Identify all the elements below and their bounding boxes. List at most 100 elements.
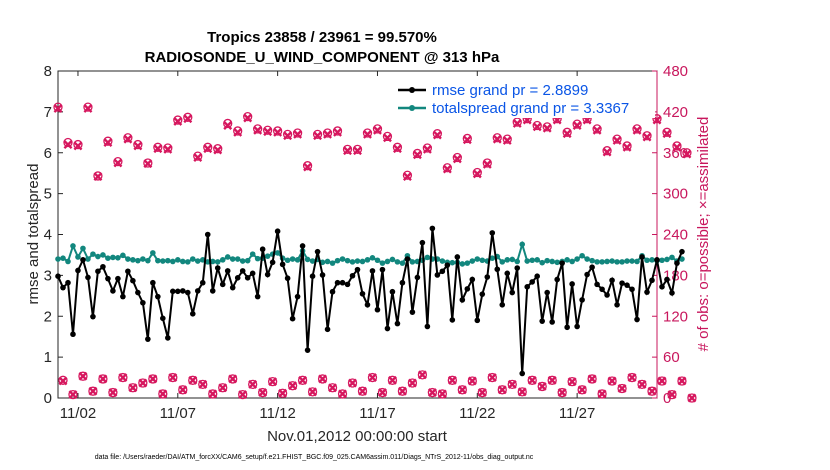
rmse-point (599, 286, 605, 293)
spread-point (449, 259, 456, 266)
spread-point (389, 256, 396, 263)
obs-assimilated-marker (387, 375, 397, 385)
obs-assimilated-marker (397, 386, 407, 396)
obs-possible-marker (158, 389, 168, 399)
obs-possible-marker (447, 375, 457, 385)
rmse-point (534, 273, 540, 279)
obs-assimilated-marker (532, 122, 542, 132)
x-tick-label: 11/07 (160, 405, 196, 422)
obs-assimilated-marker (218, 383, 228, 393)
spread-point (604, 258, 610, 265)
rmse-point (394, 320, 401, 327)
rmse-point (209, 288, 216, 294)
y-tick-label: 0 (44, 390, 52, 407)
spread-point (464, 260, 471, 266)
obs-assimilated-marker (343, 146, 352, 156)
rmse-point (489, 230, 496, 236)
legend-box (393, 80, 655, 118)
obs-possible-marker (427, 387, 438, 398)
obs-possible-marker (637, 379, 647, 390)
obs-assimilated-marker (507, 379, 517, 389)
obs-possible-marker (108, 387, 118, 398)
rmse-point (239, 268, 246, 274)
obs-assimilated-marker (318, 374, 328, 384)
rmse-point (229, 284, 236, 291)
rmse-point (554, 276, 560, 283)
obs-possible-marker (203, 142, 213, 152)
spread-point (504, 257, 511, 263)
rmse-point (644, 289, 650, 295)
spread-point (594, 259, 600, 265)
rmse-point (324, 326, 331, 333)
rmse-point (234, 275, 241, 281)
rmse-point (294, 293, 301, 300)
spread-point (569, 258, 575, 265)
spread-point (589, 257, 595, 264)
obs-possible-marker (287, 381, 298, 391)
rmse-point (75, 267, 81, 274)
obs-assimilated-marker (672, 142, 682, 152)
spread-point (354, 258, 361, 264)
obs-possible-marker (677, 376, 687, 386)
obs-assimilated-marker (163, 144, 173, 154)
chart-subtitle: RADIOSONDE_U_WIND_COMPONENT @ 313 hPa (145, 49, 500, 66)
obs-possible-marker (78, 371, 88, 381)
obs-assimilated-marker (542, 123, 552, 133)
rmse-point (424, 323, 431, 330)
axes-box (57, 70, 658, 399)
y-tick-label: 8 (44, 63, 52, 80)
rmse-point (130, 277, 136, 284)
spread-point (384, 258, 391, 265)
spread-point (624, 258, 630, 264)
spread-point (439, 258, 446, 264)
rmse-point (679, 248, 685, 255)
rmse-point (95, 268, 101, 275)
y-tick-label: 4 (44, 227, 52, 244)
obs-possible-marker (377, 387, 388, 398)
rmse-point (519, 370, 526, 377)
obs-possible-marker (53, 102, 63, 112)
obs-possible-marker (472, 167, 482, 178)
obs-assimilated-marker (273, 127, 283, 137)
obs-possible-marker (512, 117, 522, 127)
rmse-point (120, 293, 126, 300)
obs-assimilated-marker (562, 129, 572, 139)
obs-assimilated-marker (68, 390, 78, 400)
rmse-point (384, 325, 391, 332)
rmse-point (524, 284, 531, 290)
obs-assimilated-marker (467, 376, 477, 386)
rmse-point (80, 257, 86, 263)
obs-assimilated-marker (487, 373, 497, 383)
rmse-point (369, 268, 376, 274)
obs-possible-marker (507, 379, 517, 390)
obs-assimilated-marker (333, 127, 342, 137)
obs-possible-marker (233, 126, 243, 136)
obs-possible-marker (382, 131, 393, 142)
spread-point (120, 252, 126, 259)
y2-tick-label: 60 (663, 349, 680, 366)
obs-possible-marker (502, 134, 512, 144)
rmse-point (194, 288, 201, 294)
rmse-point (314, 248, 321, 255)
y2-tick-label: 480 (663, 63, 688, 80)
obs-possible-marker (113, 156, 123, 167)
spread-point (529, 257, 536, 264)
obs-assimilated-marker (567, 377, 577, 387)
spread-point (409, 259, 416, 265)
rmse-point (135, 289, 141, 296)
obs-possible-marker (617, 383, 627, 394)
rmse-point (284, 275, 291, 282)
obs-possible-marker (597, 389, 607, 399)
spread-point (424, 254, 431, 261)
rmse-point (619, 280, 625, 286)
spread-point (609, 258, 615, 264)
obs-assimilated-marker (373, 125, 382, 135)
obs-possible-marker (178, 385, 188, 395)
rmse-point (444, 262, 451, 268)
obs-assimilated-marker (243, 113, 253, 123)
spread-point (304, 256, 311, 263)
spread-point (105, 255, 111, 262)
obs-possible-marker (432, 129, 443, 139)
spread-point (80, 245, 86, 252)
